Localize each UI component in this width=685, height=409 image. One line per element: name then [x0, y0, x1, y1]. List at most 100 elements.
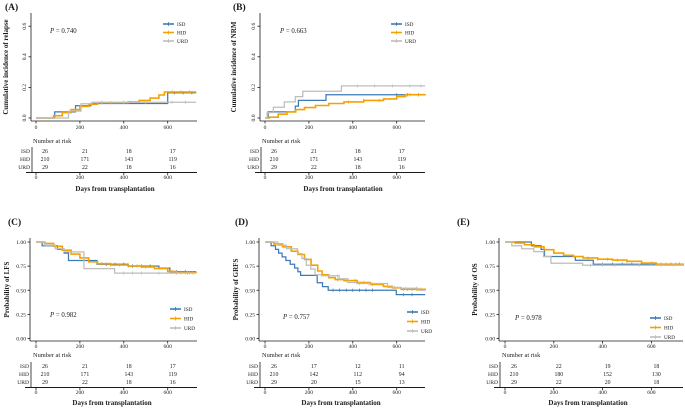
- panel-letter: (A): [5, 2, 18, 13]
- risk-row-label: HID: [19, 372, 29, 378]
- risk-tick-label: 200: [305, 175, 314, 181]
- risk-value: 26: [271, 364, 277, 370]
- risk-value: 20: [605, 380, 611, 386]
- x-tick-label: 600: [164, 125, 173, 131]
- x-tick-label: 200: [76, 125, 85, 131]
- legend-label: ISD: [177, 22, 186, 28]
- x-tick-label: 0: [264, 344, 267, 350]
- risk-table-title: Number at risk: [262, 352, 301, 359]
- panel-letter: (C): [8, 217, 21, 228]
- risk-tick-label: 0: [264, 390, 267, 396]
- risk-tick-label: 400: [349, 175, 358, 181]
- risk-tick-label: 200: [76, 390, 85, 396]
- legend-label: ISD: [405, 22, 414, 28]
- risk-value: 119: [168, 157, 177, 163]
- curve-isd: [265, 241, 426, 296]
- y-tick-label: 0.25: [16, 312, 26, 318]
- panel-a-chart: (A) Cumulative incidence of relapse 0.0 0.2…: [2, 2, 197, 193]
- risk-row-label: URD: [246, 380, 258, 386]
- y-tick-label: 1.00: [245, 240, 255, 246]
- risk-row-label: HID: [20, 157, 30, 163]
- risk-value: 26: [42, 364, 48, 370]
- legend-label: URD: [405, 39, 416, 45]
- risk-tick-label: 200: [550, 390, 559, 396]
- risk-value: 18: [126, 165, 132, 171]
- risk-value: 29: [42, 165, 48, 171]
- p-value: P = 0.982: [49, 312, 77, 319]
- y-axis-label: Cumulative incidence of NRM: [230, 21, 238, 112]
- curve-urd: [36, 241, 197, 274]
- curve-isd: [36, 92, 197, 119]
- x-tick-label: 400: [349, 125, 358, 131]
- risk-value: 17: [170, 364, 176, 370]
- y-tick-label: 0.75: [16, 264, 26, 270]
- risk-value: 171: [81, 372, 90, 378]
- x-axis-label: Days from transplantation: [72, 399, 151, 407]
- panel-d-chart: (D) Probability of GRFS 0.00 0.25 0.50 0.75 1.…: [232, 217, 432, 407]
- risk-value: 22: [556, 380, 562, 386]
- risk-tick-label: 400: [120, 175, 129, 181]
- x-tick-label: 200: [305, 125, 314, 131]
- risk-tick-label: 400: [349, 390, 358, 396]
- risk-value: 19: [605, 364, 611, 370]
- risk-value: 180: [554, 372, 563, 378]
- curve-urd: [265, 241, 426, 291]
- risk-value: 15: [355, 380, 361, 386]
- y-tick-label: 0.50: [245, 288, 255, 294]
- risk-value: 17: [399, 149, 405, 155]
- risk-value: 94: [399, 372, 405, 378]
- legend-label: HID: [421, 320, 430, 326]
- y-tick-label: 1.00: [485, 240, 495, 246]
- risk-value: 13: [399, 380, 405, 386]
- legend-label: HID: [177, 31, 186, 37]
- x-axis-label: Days from transplantation: [303, 185, 382, 193]
- x-tick-label: 400: [598, 344, 607, 350]
- x-axis-label: Days from transplantation: [301, 399, 380, 407]
- y-axis-label: Probability of GRFS: [232, 259, 240, 321]
- x-tick-label: 600: [647, 344, 656, 350]
- risk-value: 26: [511, 364, 517, 370]
- risk-tick-label: 200: [305, 390, 314, 396]
- risk-value: 20: [311, 380, 317, 386]
- risk-tick-label: 600: [164, 175, 173, 181]
- x-tick-label: 400: [349, 344, 358, 350]
- risk-value: 16: [170, 165, 176, 171]
- risk-value: 18: [126, 149, 132, 155]
- risk-tick-label: 600: [647, 390, 656, 396]
- x-tick-label: 600: [164, 344, 173, 350]
- legend-label: URD: [421, 329, 432, 335]
- y-tick-label: 0.00: [16, 337, 26, 343]
- curve-hid: [36, 91, 197, 119]
- x-tick-label: 400: [120, 344, 129, 350]
- risk-value: 29: [42, 380, 48, 386]
- y-tick-label: 0.50: [16, 288, 26, 294]
- risk-value: 143: [124, 157, 133, 163]
- p-value: P = 0.757: [282, 314, 310, 321]
- risk-table-title: Number at risk: [33, 352, 72, 359]
- risk-value: 12: [355, 364, 361, 370]
- y-tick-label: 0.25: [485, 312, 495, 318]
- curve-urd: [265, 85, 426, 119]
- x-axis-label: Days from transplantation: [75, 185, 154, 193]
- risk-tick-label: 0: [264, 175, 267, 181]
- risk-value: 152: [603, 372, 612, 378]
- risk-value: 210: [41, 157, 50, 163]
- legend-label: ISD: [664, 316, 673, 322]
- risk-table-title: Number at risk: [262, 138, 301, 145]
- curve-isd: [265, 94, 426, 119]
- risk-value: 21: [311, 149, 317, 155]
- legend-label: ISD: [184, 307, 193, 313]
- p-value: P = 0.978: [514, 315, 542, 322]
- risk-value: 171: [310, 157, 319, 163]
- risk-value: 119: [168, 372, 177, 378]
- risk-value: 17: [311, 364, 317, 370]
- y-tick-label: 1.00: [16, 240, 26, 246]
- x-tick-label: 200: [305, 344, 314, 350]
- curve-hid: [265, 93, 426, 119]
- y-tick-label: 0.2: [251, 84, 257, 91]
- risk-value: 22: [311, 165, 317, 171]
- risk-tick-label: 600: [164, 390, 173, 396]
- legend-label: HID: [184, 317, 193, 323]
- risk-row-label: ISD: [20, 364, 29, 370]
- risk-value: 22: [82, 165, 88, 171]
